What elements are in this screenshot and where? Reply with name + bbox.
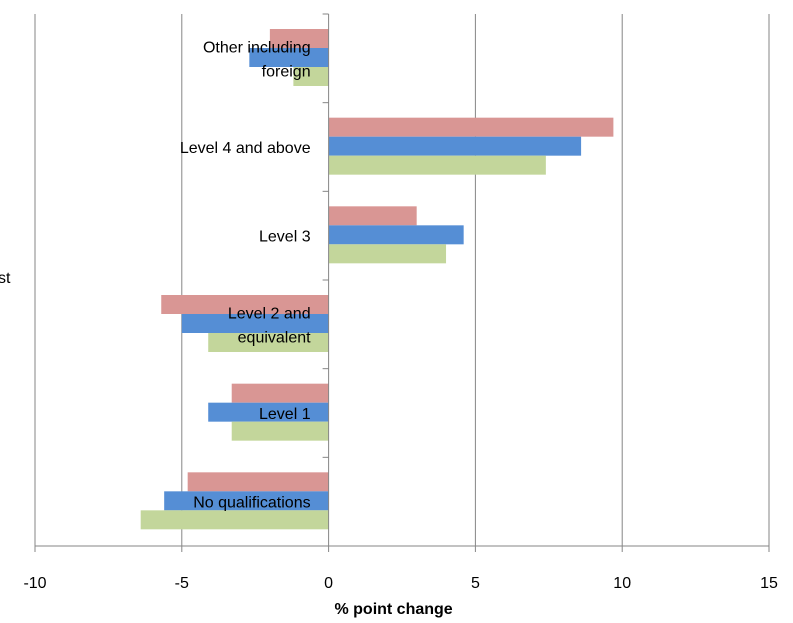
- bar: [208, 402, 329, 422]
- category-label: No qualifications: [193, 495, 310, 512]
- bar: [328, 117, 614, 137]
- axes: [35, 14, 769, 547]
- category-labels: No qualifications Level 1 Level 2 and equiv…: [180, 39, 311, 511]
- bar: [293, 67, 329, 86]
- y-tick-marks: [322, 13, 329, 547]
- bar: [328, 206, 417, 226]
- category-label: Level 2 and equivalent: [228, 305, 311, 346]
- bar: [164, 491, 329, 511]
- x-tick-label: 15: [760, 575, 778, 592]
- x-tick-labels: -10 -5 0 5 10 15: [23, 575, 778, 592]
- bar-series: [140, 29, 614, 530]
- bar: [249, 48, 329, 67]
- bar: [208, 333, 329, 352]
- cropped-axis-title-fragment: st: [0, 270, 11, 287]
- bar: [328, 244, 447, 264]
- bar: [231, 421, 329, 441]
- x-tick-label: -5: [175, 575, 189, 592]
- x-tick-label: 0: [324, 575, 333, 592]
- bar: [269, 29, 329, 48]
- bar: [140, 510, 329, 530]
- category-label: Level 3: [259, 229, 311, 246]
- bar: [328, 225, 464, 245]
- bar: [161, 295, 329, 314]
- category-label: Level 1: [259, 406, 311, 423]
- category-label: Other including foreign: [203, 39, 311, 80]
- bar: [181, 314, 329, 333]
- bar: [231, 383, 329, 403]
- bar: [328, 155, 546, 175]
- x-axis-title: % point change: [334, 601, 452, 618]
- x-tick-label: 10: [613, 575, 631, 592]
- x-tick-label: 5: [471, 575, 480, 592]
- bar: [187, 472, 329, 492]
- x-tick-marks: [34, 546, 770, 552]
- bar: [328, 136, 582, 156]
- category-label: Level 4 and above: [180, 140, 311, 157]
- vertical-gridlines: [34, 14, 770, 546]
- x-tick-label: -10: [23, 575, 46, 592]
